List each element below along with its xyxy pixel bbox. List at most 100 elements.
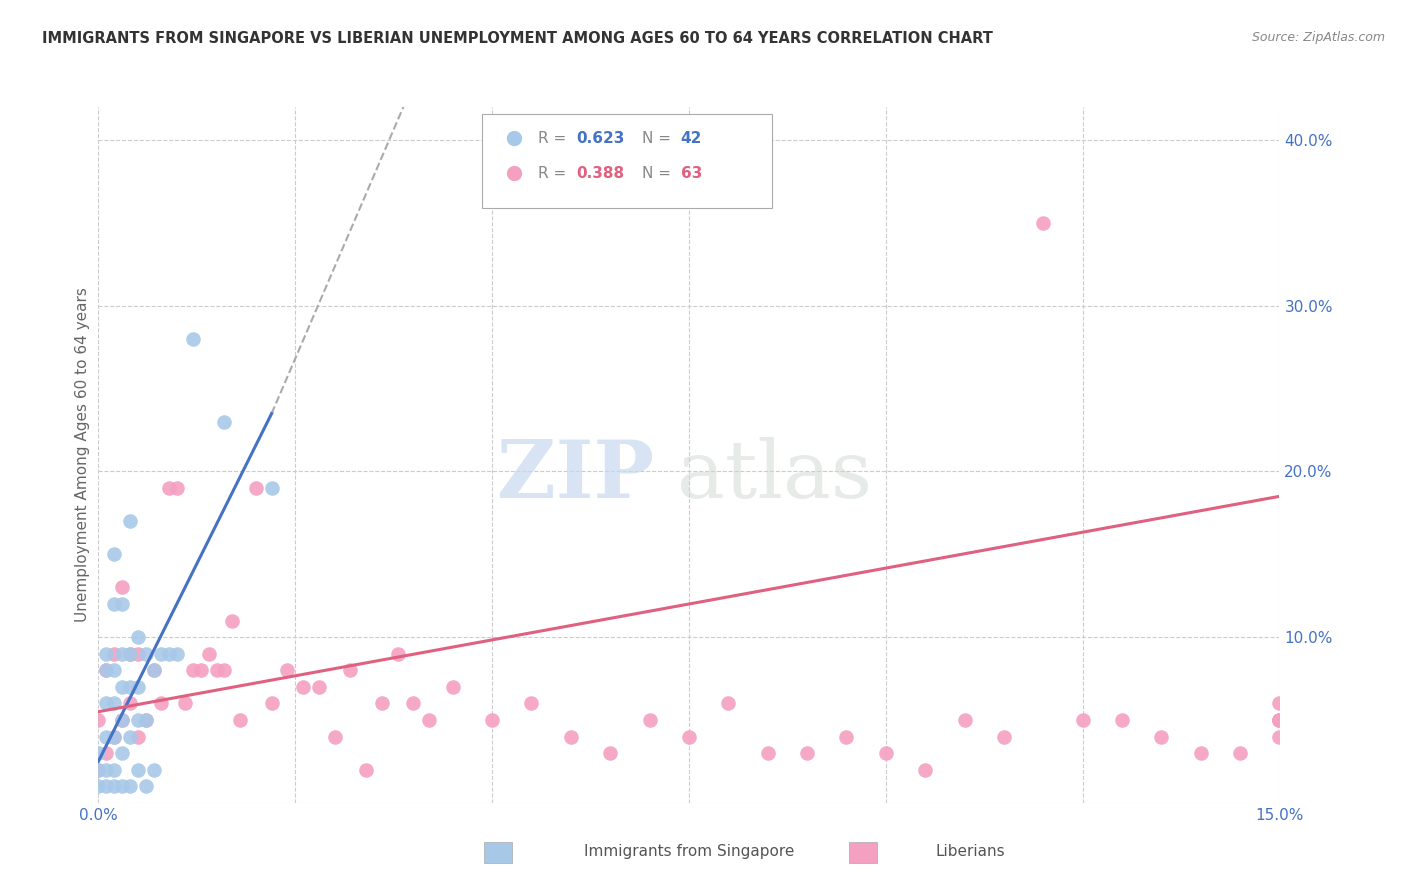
Point <box>103 779 125 793</box>
Point <box>103 730 125 744</box>
Point <box>103 547 125 561</box>
Point <box>135 713 157 727</box>
Point <box>1268 713 1291 727</box>
Text: R =: R = <box>537 131 571 146</box>
Text: 0.388: 0.388 <box>576 166 624 181</box>
Point <box>292 680 315 694</box>
Point <box>87 713 110 727</box>
Point <box>402 697 425 711</box>
Point <box>127 630 149 644</box>
Point <box>914 763 936 777</box>
Text: Liberians: Liberians <box>935 845 1005 859</box>
Point <box>127 763 149 777</box>
Point <box>260 481 283 495</box>
Text: ZIP: ZIP <box>496 437 654 515</box>
Point <box>560 730 582 744</box>
Point <box>96 779 118 793</box>
Point <box>118 647 141 661</box>
Point <box>520 697 543 711</box>
Point <box>96 663 118 677</box>
Point <box>197 647 219 661</box>
Point <box>717 697 740 711</box>
Point <box>387 647 409 661</box>
Point <box>1268 697 1291 711</box>
Point <box>150 697 173 711</box>
Point <box>96 730 118 744</box>
Point <box>1111 713 1133 727</box>
Point <box>111 746 134 760</box>
Point <box>96 763 118 777</box>
Point <box>260 697 283 711</box>
Point <box>127 647 149 661</box>
Point <box>166 647 188 661</box>
Point <box>1189 746 1212 760</box>
Point <box>103 763 125 777</box>
Point <box>87 779 110 793</box>
Text: R =: R = <box>537 166 571 181</box>
Point <box>142 663 165 677</box>
Point <box>308 680 330 694</box>
Point <box>796 746 818 760</box>
Point <box>1268 730 1291 744</box>
Point <box>103 697 125 711</box>
Point <box>118 680 141 694</box>
Text: IMMIGRANTS FROM SINGAPORE VS LIBERIAN UNEMPLOYMENT AMONG AGES 60 TO 64 YEARS COR: IMMIGRANTS FROM SINGAPORE VS LIBERIAN UN… <box>42 31 993 46</box>
Point <box>181 332 204 346</box>
Point <box>111 597 134 611</box>
Point <box>127 680 149 694</box>
Point <box>118 647 141 661</box>
Point <box>1268 713 1291 727</box>
Point <box>103 597 125 611</box>
Point <box>96 746 118 760</box>
Text: atlas: atlas <box>678 437 872 515</box>
Point <box>96 647 118 661</box>
Point <box>118 779 141 793</box>
Text: Immigrants from Singapore: Immigrants from Singapore <box>583 845 794 859</box>
Point <box>441 680 464 694</box>
Point <box>229 713 252 727</box>
Point <box>599 746 621 760</box>
Point <box>111 647 134 661</box>
Point <box>1150 730 1173 744</box>
Point <box>142 763 165 777</box>
Point <box>953 713 976 727</box>
Point <box>1032 216 1054 230</box>
Point <box>205 663 228 677</box>
Text: 0.623: 0.623 <box>576 131 626 146</box>
Point <box>835 730 858 744</box>
Point <box>135 713 157 727</box>
Point <box>96 663 118 677</box>
Point <box>174 697 197 711</box>
Point <box>875 746 897 760</box>
Point <box>150 647 173 661</box>
Point <box>118 730 141 744</box>
Text: 63: 63 <box>681 166 702 181</box>
Point <box>756 746 779 760</box>
Point <box>157 481 180 495</box>
Point <box>103 663 125 677</box>
Point <box>339 663 361 677</box>
FancyBboxPatch shape <box>482 114 772 208</box>
Point <box>166 481 188 495</box>
Point <box>111 713 134 727</box>
Point <box>87 763 110 777</box>
Y-axis label: Unemployment Among Ages 60 to 64 years: Unemployment Among Ages 60 to 64 years <box>75 287 90 623</box>
Point <box>214 415 236 429</box>
Point <box>118 514 141 528</box>
Point <box>111 581 134 595</box>
Point <box>157 647 180 661</box>
Point <box>103 647 125 661</box>
Point <box>481 713 503 727</box>
Point <box>135 647 157 661</box>
Point <box>190 663 212 677</box>
Point <box>245 481 267 495</box>
Point <box>103 730 125 744</box>
Point <box>418 713 440 727</box>
Point <box>135 779 157 793</box>
Point <box>276 663 298 677</box>
Point <box>118 697 141 711</box>
Point <box>638 713 661 727</box>
Point <box>371 697 394 711</box>
Point <box>111 779 134 793</box>
Point <box>993 730 1015 744</box>
